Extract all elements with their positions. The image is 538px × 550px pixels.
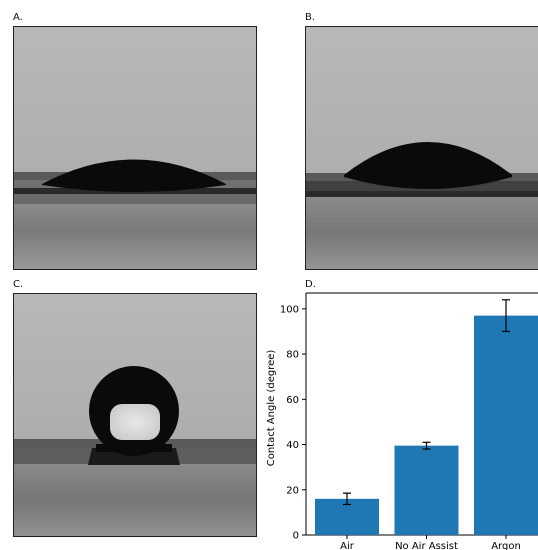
y-tick-label: 40 xyxy=(286,440,299,451)
panel-label-c: C. xyxy=(13,279,24,290)
y-tick-label: 0 xyxy=(293,531,299,542)
droplet-shape xyxy=(344,142,512,189)
x-tick-label: Air xyxy=(340,541,355,550)
droplet-shape xyxy=(42,159,226,192)
panel-label-b: B. xyxy=(305,12,316,23)
panel-label-d: D. xyxy=(305,279,316,290)
droplet-photo-a xyxy=(13,26,257,270)
bar-1 xyxy=(394,445,459,535)
y-tick-label: 60 xyxy=(286,395,299,406)
panel-label-a: A. xyxy=(13,12,23,23)
x-tick-label: No Air Assist xyxy=(395,541,458,550)
x-tick-label: Argon xyxy=(491,541,521,550)
droplet-photo-c xyxy=(13,293,257,537)
y-axis-label: Contact Angle (degree) xyxy=(266,350,277,467)
y-tick-label: 20 xyxy=(286,485,299,496)
bar-2 xyxy=(474,315,538,535)
droplet-photo-b xyxy=(305,26,538,270)
y-tick-label: 80 xyxy=(286,350,299,361)
y-tick-label: 100 xyxy=(280,304,299,315)
contact-angle-chart: 0 20 40 60 80 100 Air No Air Assist Argon Contac… xyxy=(266,292,538,550)
